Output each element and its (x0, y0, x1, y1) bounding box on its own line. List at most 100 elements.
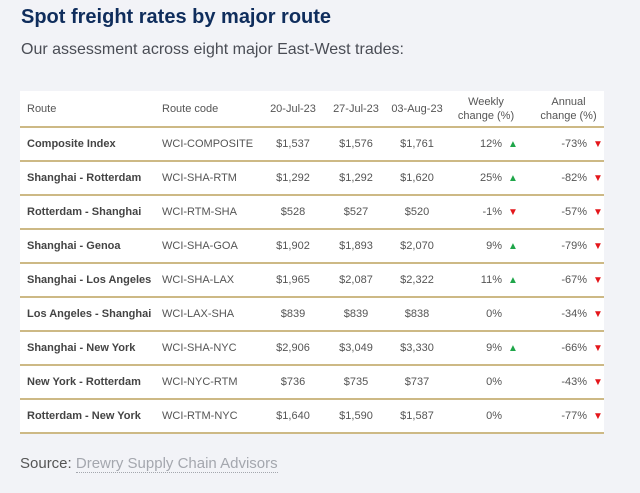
rate-20-jul-23: $1,902 (276, 240, 310, 252)
annual-down-arrow-icon: ▼ (593, 308, 603, 320)
weekly-up-arrow-icon: ▲ (508, 342, 518, 354)
annual-change-value: -79% (561, 240, 587, 252)
rate-27-jul-23: $839 (343, 308, 369, 320)
annual-change-value: -82% (561, 172, 587, 184)
annual-down-arrow-icon: ▼ (593, 240, 603, 252)
rate-20-jul-23: $528 (280, 206, 306, 218)
weekly-change: 9% ▲ (446, 240, 526, 252)
rate-20-jul-23: $1,292 (276, 172, 310, 184)
weekly-up-arrow-icon: ▲ (508, 240, 518, 252)
rate-03-aug-23: $737 (404, 376, 430, 388)
rate-20-jul-23: $1,965 (276, 274, 310, 286)
annual-down-arrow-icon: ▼ (593, 206, 603, 218)
header-weekly-line1: Weekly (468, 95, 504, 108)
table-row: Shanghai - Rotterdam WCI-SHA-RTM $1,292 $1,… (20, 162, 604, 196)
rate-27-jul-23: $2,087 (339, 274, 373, 286)
annual-change: -57% ▼ (526, 206, 611, 218)
route-code: WCI-COMPOSITE (162, 138, 254, 150)
rate-27-jul-23: $1,292 (339, 172, 373, 184)
weekly-change: 0% (446, 308, 526, 320)
header-route: Route (27, 102, 57, 115)
rate-03-aug-23: $3,330 (400, 342, 434, 354)
weekly-change-value: 25% (479, 172, 502, 184)
rate-03-aug-23: $520 (404, 206, 430, 218)
rate-27-jul-23: $1,590 (339, 410, 373, 422)
annual-change-value: -66% (561, 342, 587, 354)
weekly-change: -1% ▼ (446, 206, 526, 218)
route-name: Composite Index (27, 138, 116, 150)
header-annual-change: Annual change (%) (526, 95, 611, 123)
page-subtitle: Our assessment across eight major East-W… (21, 41, 404, 58)
header-date-3: 03-Aug-23 (391, 102, 443, 115)
route-name: Los Angeles - Shanghai (27, 308, 152, 320)
source-link[interactable]: Drewry Supply Chain Advisors (75, 455, 278, 473)
page-title: Spot freight rates by major route (21, 6, 332, 28)
rate-20-jul-23: $2,906 (276, 342, 310, 354)
route-code: WCI-SHA-NYC (162, 342, 237, 354)
route-name: New York - Rotterdam (27, 376, 141, 388)
weekly-change: 12% ▲ (446, 138, 526, 150)
route-code: WCI-LAX-SHA (162, 308, 235, 320)
weekly-change: 0% (446, 410, 526, 422)
table-row: Shanghai - New York WCI-SHA-NYC $2,906 $3,0… (20, 332, 604, 366)
header-route-code: Route code (162, 102, 219, 115)
weekly-change: 0% (446, 376, 526, 388)
rate-03-aug-23: $838 (404, 308, 430, 320)
weekly-change-value: -1% (482, 206, 502, 218)
annual-change: -34% ▼ (526, 308, 611, 320)
route-name: Rotterdam - New York (27, 410, 141, 422)
rate-03-aug-23: $1,620 (400, 172, 434, 184)
header-weekly-change: Weekly change (%) (446, 95, 526, 123)
weekly-change: 11% ▲ (446, 274, 526, 286)
annual-change-value: -34% (561, 308, 587, 320)
rate-20-jul-23: $736 (280, 376, 306, 388)
route-code: WCI-SHA-RTM (162, 172, 237, 184)
rate-27-jul-23: $1,893 (339, 240, 373, 252)
weekly-up-arrow-icon: ▲ (508, 138, 518, 150)
weekly-up-arrow-icon: ▲ (508, 274, 518, 286)
annual-down-arrow-icon: ▼ (593, 410, 603, 422)
rate-20-jul-23: $1,537 (276, 138, 310, 150)
header-date-2: 27-Jul-23 (333, 102, 379, 115)
annual-down-arrow-icon: ▼ (593, 172, 603, 184)
weekly-change-value: 0% (486, 410, 502, 422)
table-row: Rotterdam - New York WCI-RTM-NYC $1,640 $1,… (20, 400, 604, 434)
rate-03-aug-23: $1,761 (400, 138, 434, 150)
weekly-change-value: 0% (486, 376, 502, 388)
annual-down-arrow-icon: ▼ (593, 376, 603, 388)
rate-03-aug-23: $2,070 (400, 240, 434, 252)
route-name: Rotterdam - Shanghai (27, 206, 142, 218)
annual-change: -43% ▼ (526, 376, 611, 388)
header-date-1: 20-Jul-23 (270, 102, 316, 115)
annual-down-arrow-icon: ▼ (593, 274, 603, 286)
route-code: WCI-RTM-SHA (162, 206, 237, 218)
annual-change-value: -77% (561, 410, 587, 422)
header-annual-line1: Annual (551, 95, 586, 108)
header-weekly-line2: change (%) (457, 109, 515, 122)
weekly-change-value: 9% (486, 342, 502, 354)
rate-20-jul-23: $839 (280, 308, 306, 320)
rate-27-jul-23: $1,576 (339, 138, 373, 150)
annual-change: -82% ▼ (526, 172, 611, 184)
weekly-change: 9% ▲ (446, 342, 526, 354)
annual-down-arrow-icon: ▼ (593, 342, 603, 354)
annual-change: -73% ▼ (526, 138, 611, 150)
route-code: WCI-SHA-LAX (162, 274, 235, 286)
route-code: WCI-RTM-NYC (162, 410, 238, 422)
weekly-up-arrow-icon: ▲ (508, 172, 518, 184)
route-code: WCI-SHA-GOA (162, 240, 238, 252)
table-row: Rotterdam - Shanghai WCI-RTM-SHA $528 $527 $… (20, 196, 604, 230)
weekly-change-value: 0% (486, 308, 502, 320)
table-row: Los Angeles - Shanghai WCI-LAX-SHA $839 $83… (20, 298, 604, 332)
route-name: Shanghai - Los Angeles (27, 274, 152, 286)
weekly-change: 25% ▲ (446, 172, 526, 184)
annual-change: -67% ▼ (526, 274, 611, 286)
weekly-change-value: 12% (479, 138, 502, 150)
annual-change: -66% ▼ (526, 342, 611, 354)
source-note: Source: Drewry Supply Chain Advisors (20, 455, 278, 473)
rate-27-jul-23: $3,049 (339, 342, 373, 354)
annual-change-value: -43% (561, 376, 587, 388)
annual-change: -79% ▼ (526, 240, 611, 252)
weekly-change-value: 11% (480, 274, 502, 286)
annual-down-arrow-icon: ▼ (593, 138, 603, 150)
